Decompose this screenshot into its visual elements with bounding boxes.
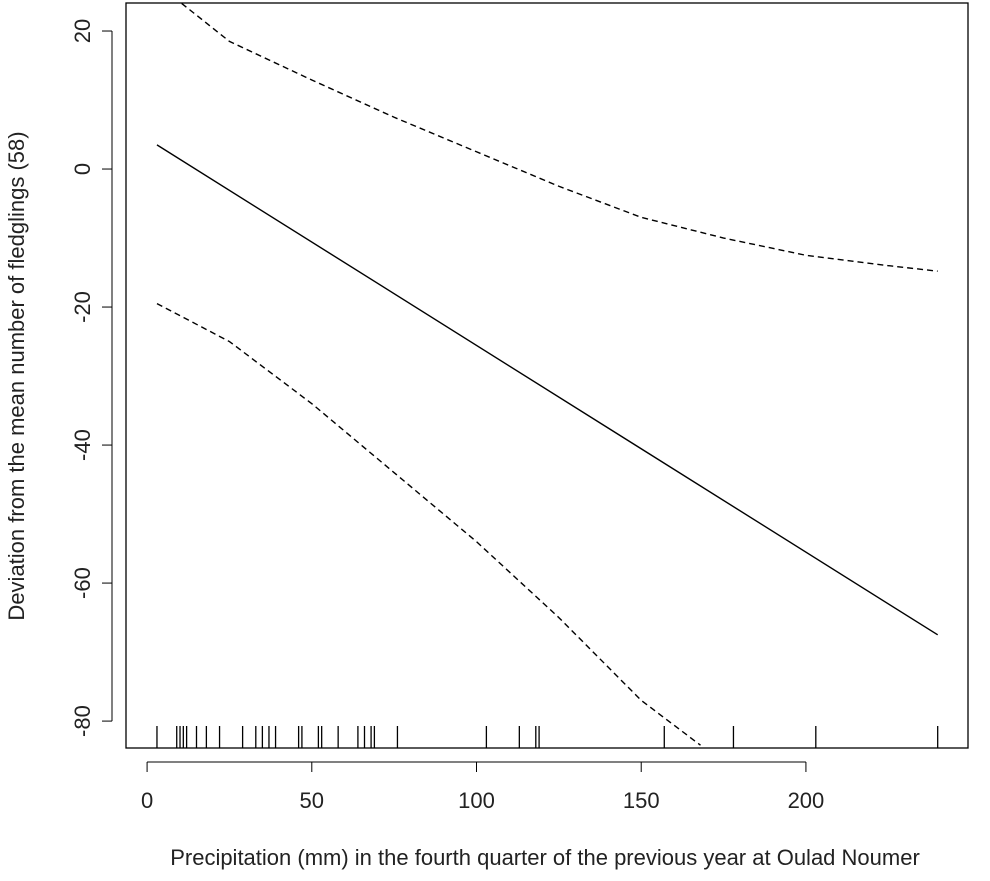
x-axis-title: Precipitation (mm) in the fourth quarter… (170, 845, 920, 870)
y-tick-label: -20 (70, 291, 95, 323)
x-tick-label: 100 (458, 788, 495, 813)
plot-box (125, 2, 969, 749)
y-tick-label: 20 (70, 19, 95, 43)
x-tick-label: 50 (300, 788, 324, 813)
series-line (156, 144, 939, 636)
y-tick-label: -80 (70, 705, 95, 737)
series-line (156, 302, 701, 746)
y-tick-label: -40 (70, 429, 95, 461)
x-tick-label: 150 (623, 788, 660, 813)
y-tick-label: -60 (70, 567, 95, 599)
y-tick-label: 0 (70, 163, 95, 175)
x-tick-label: 200 (788, 788, 825, 813)
y-axis-title: Deviation from the mean number of fledgl… (4, 131, 29, 620)
series-line (181, 2, 938, 272)
x-tick-label: 0 (141, 788, 153, 813)
